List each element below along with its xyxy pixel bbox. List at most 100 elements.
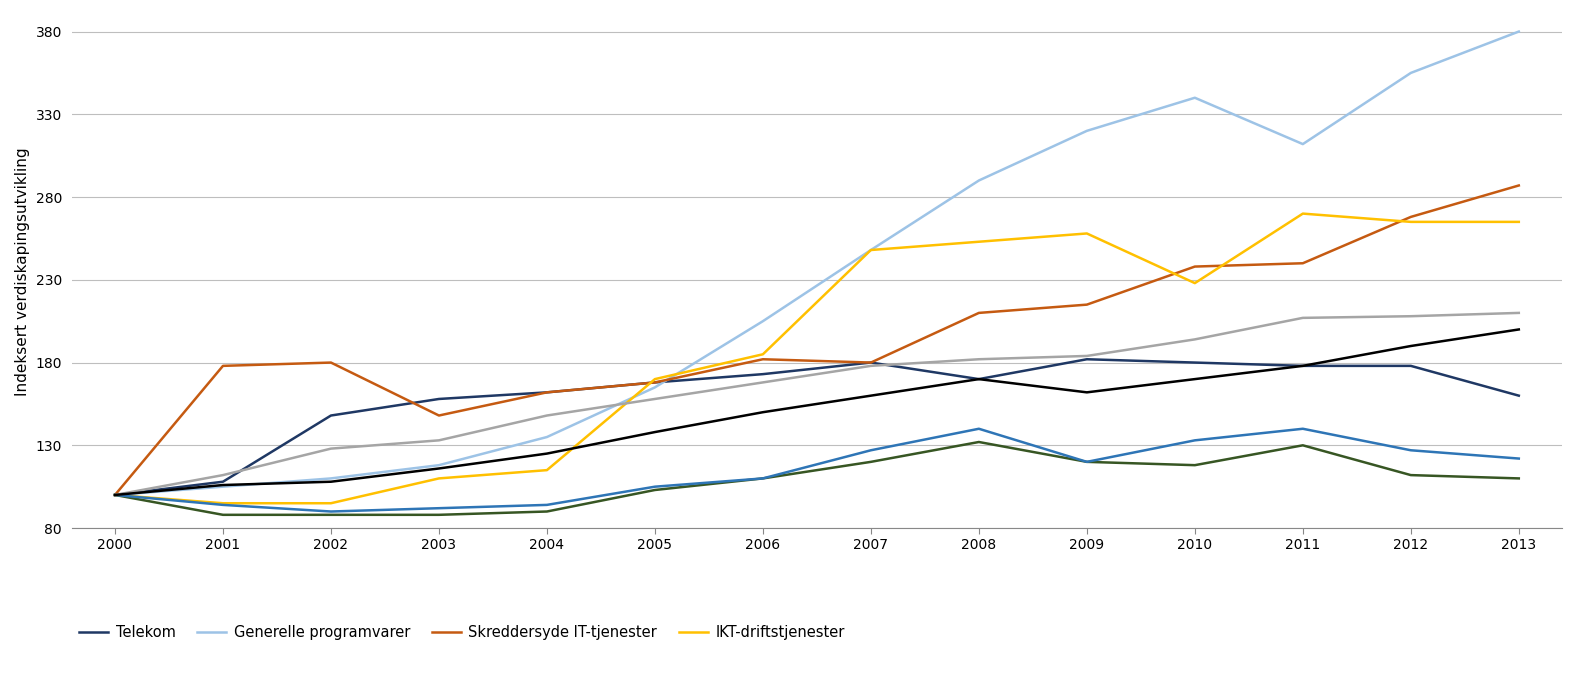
IKT-industri xyxy=(754,475,773,483)
Skreddersyde IT-tjenester xyxy=(1293,259,1312,267)
Skreddersyde IT-tjenester xyxy=(213,362,232,370)
IKT-industri xyxy=(322,510,341,519)
Telekom xyxy=(1509,391,1528,399)
IKT-industri xyxy=(970,438,989,446)
Telekom xyxy=(1293,362,1312,370)
IKT-handel xyxy=(1509,454,1528,462)
Y-axis label: Indeksert verdiskapingsutvikling: Indeksert verdiskapingsutvikling xyxy=(16,147,30,396)
IKT-industri xyxy=(1293,441,1312,450)
Hele IKT-næringen xyxy=(538,412,557,420)
Hele IKT-næringen xyxy=(429,436,448,444)
Generelle programvarer xyxy=(645,383,664,391)
Generelle programvarer xyxy=(1402,69,1421,77)
IKT-driftstjenester xyxy=(538,466,557,474)
Skreddersyde IT-tjenester xyxy=(538,389,557,397)
Hele IKT-næringen xyxy=(645,395,664,403)
IKT-handel xyxy=(538,501,557,509)
Generelle programvarer xyxy=(106,491,125,499)
IKT-driftstjenester xyxy=(645,375,664,383)
IKT-handel xyxy=(1186,436,1205,444)
Skreddersyde IT-tjenester xyxy=(861,359,880,367)
Skreddersyde IT-tjenester xyxy=(106,491,125,499)
Telekom xyxy=(213,478,232,486)
IKT-driftstjenester xyxy=(861,246,880,254)
Næringslivet (representativt) xyxy=(1186,375,1205,383)
Telekom xyxy=(429,395,448,403)
Skreddersyde IT-tjenester xyxy=(1077,301,1096,309)
Generelle programvarer xyxy=(213,483,232,491)
IKT-driftstjenester xyxy=(970,238,989,246)
Hele IKT-næringen xyxy=(213,471,232,479)
Næringslivet (representativt) xyxy=(538,450,557,458)
Line: IKT-driftstjenester: IKT-driftstjenester xyxy=(115,214,1519,503)
Hele IKT-næringen xyxy=(1293,314,1312,322)
IKT-handel xyxy=(754,475,773,483)
IKT-industri xyxy=(1402,471,1421,479)
Line: Skreddersyde IT-tjenester: Skreddersyde IT-tjenester xyxy=(115,185,1519,495)
Skreddersyde IT-tjenester xyxy=(1186,263,1205,271)
Skreddersyde IT-tjenester xyxy=(1402,213,1421,221)
Næringslivet (representativt) xyxy=(970,375,989,383)
IKT-handel xyxy=(1402,446,1421,454)
IKT-handel xyxy=(106,491,125,499)
Telekom xyxy=(322,412,341,420)
Generelle programvarer xyxy=(1293,140,1312,148)
Næringslivet (representativt) xyxy=(861,391,880,399)
Hele IKT-næringen xyxy=(861,362,880,370)
Telekom xyxy=(106,491,125,499)
IKT-handel xyxy=(429,504,448,512)
Line: Generelle programvarer: Generelle programvarer xyxy=(115,32,1519,495)
Næringslivet (representativt) xyxy=(754,408,773,416)
Telekom xyxy=(754,370,773,378)
Generelle programvarer xyxy=(861,246,880,254)
Hele IKT-næringen xyxy=(1509,309,1528,317)
IKT-industri xyxy=(538,508,557,516)
Line: IKT-handel: IKT-handel xyxy=(115,429,1519,512)
IKT-driftstjenester xyxy=(1293,210,1312,218)
Generelle programvarer xyxy=(1509,28,1528,36)
IKT-industri xyxy=(429,510,448,519)
Generelle programvarer xyxy=(429,461,448,469)
Telekom xyxy=(538,389,557,397)
Telekom xyxy=(861,359,880,367)
Skreddersyde IT-tjenester xyxy=(754,355,773,364)
Næringslivet (representativt) xyxy=(106,491,125,499)
Næringslivet (representativt) xyxy=(429,464,448,473)
IKT-industri xyxy=(1186,461,1205,469)
Generelle programvarer xyxy=(754,317,773,325)
Generelle programvarer xyxy=(322,475,341,483)
Line: Telekom: Telekom xyxy=(115,359,1519,495)
Line: IKT-industri: IKT-industri xyxy=(115,442,1519,515)
Telekom xyxy=(970,375,989,383)
IKT-handel xyxy=(861,446,880,454)
IKT-driftstjenester xyxy=(754,350,773,358)
IKT-industri xyxy=(861,458,880,466)
Hele IKT-næringen xyxy=(754,378,773,387)
IKT-handel xyxy=(970,424,989,433)
Hele IKT-næringen xyxy=(106,491,125,499)
Telekom xyxy=(1402,362,1421,370)
IKT-industri xyxy=(213,510,232,519)
IKT-driftstjenester xyxy=(1402,218,1421,226)
Generelle programvarer xyxy=(970,177,989,185)
Line: Hele IKT-næringen: Hele IKT-næringen xyxy=(115,313,1519,495)
Skreddersyde IT-tjenester xyxy=(645,378,664,387)
IKT-industri xyxy=(106,491,125,499)
IKT-driftstjenester xyxy=(213,499,232,507)
IKT-driftstjenester xyxy=(1077,230,1096,238)
IKT-handel xyxy=(1077,458,1096,466)
Skreddersyde IT-tjenester xyxy=(322,359,341,367)
IKT-driftstjenester xyxy=(1186,279,1205,287)
Hele IKT-næringen xyxy=(1186,335,1205,343)
IKT-handel xyxy=(1293,424,1312,433)
IKT-handel xyxy=(645,483,664,491)
IKT-industri xyxy=(1077,458,1096,466)
Line: Næringslivet (representativt): Næringslivet (representativt) xyxy=(115,330,1519,495)
Hele IKT-næringen xyxy=(1402,312,1421,320)
IKT-driftstjenester xyxy=(1509,218,1528,226)
IKT-driftstjenester xyxy=(429,475,448,483)
Skreddersyde IT-tjenester xyxy=(429,412,448,420)
Hele IKT-næringen xyxy=(322,445,341,453)
Skreddersyde IT-tjenester xyxy=(1509,181,1528,190)
IKT-handel xyxy=(213,501,232,509)
